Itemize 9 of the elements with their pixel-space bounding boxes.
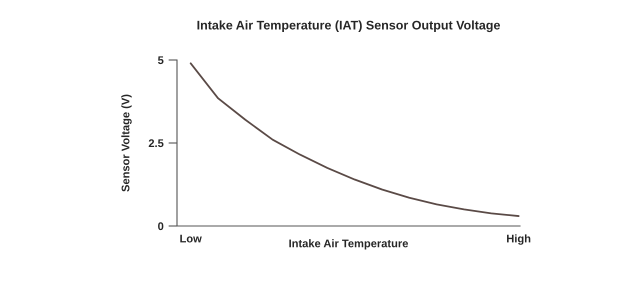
y-tick-label: 2.5 [148,139,164,148]
y-tick-label: 5 [158,56,164,64]
y-tick-label: 0 [158,222,164,230]
chart-title: Intake Air Temperature (IAT) Sensor Output Voltage [197,20,500,32]
x-tick-label: Low [180,234,202,242]
line-series [190,62,520,217]
x-tick-label: High [507,234,530,245]
y-axis-title: Sensor Voltage (V) [121,94,132,192]
x-axis-title: Intake Air Temperature [289,239,408,250]
